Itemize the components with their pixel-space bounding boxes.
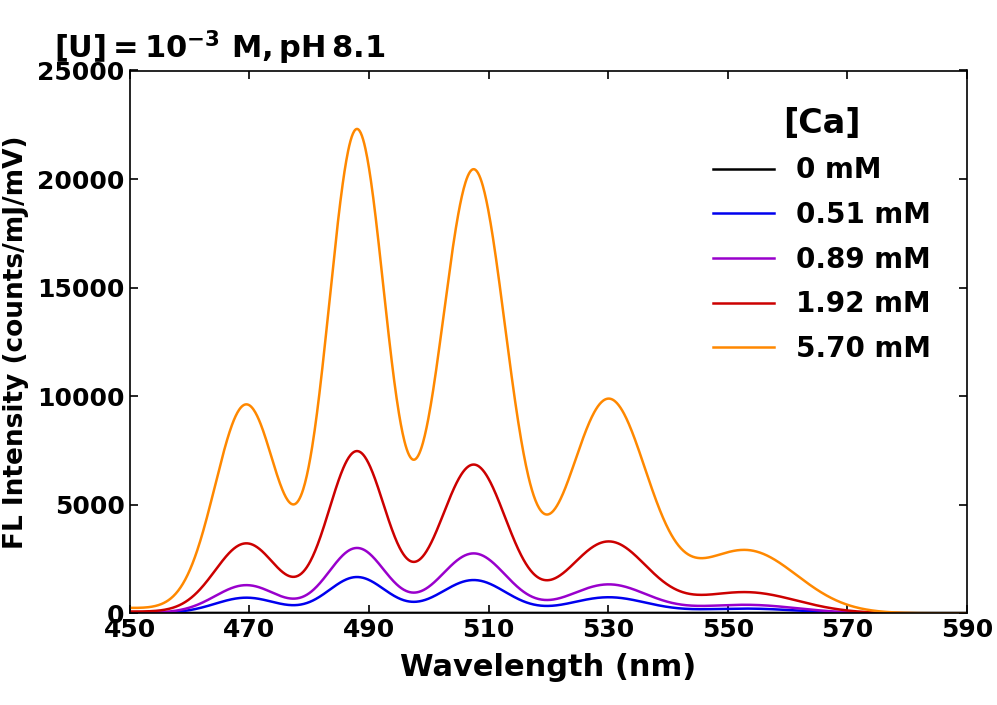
0.51 mM xyxy=(961,609,973,618)
1.92 mM xyxy=(961,609,973,618)
5.70 mM xyxy=(351,125,363,133)
0.51 mM xyxy=(563,599,575,607)
5.70 mM xyxy=(563,472,575,481)
0.89 mM xyxy=(961,609,973,618)
0.89 mM xyxy=(124,608,136,617)
0 mM xyxy=(327,608,339,617)
0.89 mM xyxy=(510,582,522,591)
0.89 mM xyxy=(804,606,816,614)
5.70 mM xyxy=(124,603,136,612)
1.92 mM xyxy=(949,609,961,618)
5.70 mM xyxy=(327,267,339,276)
0.51 mM xyxy=(413,597,425,606)
1.92 mM xyxy=(351,447,363,455)
5.70 mM xyxy=(949,609,961,618)
0 mM xyxy=(510,608,522,617)
0.51 mM xyxy=(510,594,522,603)
0.51 mM xyxy=(124,608,136,617)
0 mM xyxy=(803,608,815,617)
1.92 mM xyxy=(804,599,816,608)
5.70 mM xyxy=(413,450,425,459)
0 mM xyxy=(124,608,136,617)
1.92 mM xyxy=(413,556,425,565)
0 mM xyxy=(412,608,424,617)
1.92 mM xyxy=(124,607,136,615)
5.70 mM xyxy=(961,609,973,618)
1.92 mM xyxy=(563,563,575,572)
Line: 0.89 mM: 0.89 mM xyxy=(130,548,967,613)
0 mM xyxy=(961,608,973,617)
0.89 mM xyxy=(351,544,363,552)
5.70 mM xyxy=(510,409,522,417)
1.92 mM xyxy=(327,495,339,503)
0.51 mM xyxy=(351,572,363,581)
0.51 mM xyxy=(804,607,816,615)
0.89 mM xyxy=(949,609,961,618)
1.92 mM xyxy=(510,542,522,551)
Line: 1.92 mM: 1.92 mM xyxy=(130,451,967,613)
Line: 0.51 mM: 0.51 mM xyxy=(130,577,967,613)
Legend: 0 mM, 0.51 mM, 0.89 mM, 1.92 mM, 5.70 mM: 0 mM, 0.51 mM, 0.89 mM, 1.92 mM, 5.70 mM xyxy=(691,85,953,385)
0.51 mM xyxy=(327,584,339,592)
0.89 mM xyxy=(563,591,575,599)
Text: $\mathbf{[U] = 10^{-3}}$ $\mathbf{M, pH\,8.1}$: $\mathbf{[U] = 10^{-3}}$ $\mathbf{M, pH\… xyxy=(54,28,385,67)
0.89 mM xyxy=(413,588,425,596)
5.70 mM xyxy=(804,580,816,589)
0 mM xyxy=(563,608,575,617)
X-axis label: Wavelength (nm): Wavelength (nm) xyxy=(400,654,697,682)
0.89 mM xyxy=(327,563,339,572)
Line: 5.70 mM: 5.70 mM xyxy=(130,129,967,613)
0 mM xyxy=(948,608,960,617)
Y-axis label: FL Intensity (counts/mJ/mV): FL Intensity (counts/mJ/mV) xyxy=(3,135,29,548)
0.51 mM xyxy=(949,609,961,618)
